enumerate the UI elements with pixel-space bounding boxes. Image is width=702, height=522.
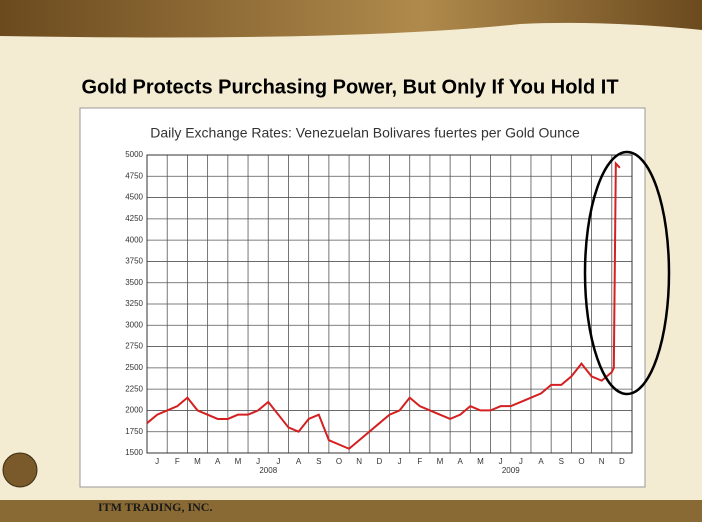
slide-title: Gold Protects Purchasing Power, But Only… — [81, 76, 618, 98]
y-tick-label: 1500 — [125, 448, 143, 457]
year-label: 2009 — [502, 466, 520, 475]
x-tick-label: F — [175, 457, 180, 466]
y-tick-label: 3750 — [125, 257, 143, 266]
x-tick-label: F — [417, 457, 422, 466]
x-tick-label: M — [437, 457, 444, 466]
x-tick-label: M — [194, 457, 201, 466]
y-tick-label: 2750 — [125, 342, 143, 351]
x-tick-label: S — [559, 457, 564, 466]
y-tick-label: 4750 — [125, 171, 143, 180]
y-tick-label: 1750 — [125, 427, 143, 436]
y-tick-label: 4000 — [125, 235, 143, 244]
y-tick-label: 3250 — [125, 299, 143, 308]
chart-title: Daily Exchange Rates: Venezuelan Bolivar… — [150, 125, 580, 141]
bottom-band — [0, 500, 702, 522]
y-tick-label: 2000 — [125, 406, 143, 415]
highlight-ellipse — [583, 150, 671, 396]
y-tick-label: 2500 — [125, 363, 143, 372]
footer: ITM TRADING, INC. — [98, 500, 212, 514]
y-tick-label: 4250 — [125, 214, 143, 223]
x-tick-label: M — [477, 457, 484, 466]
x-tick-label: O — [578, 457, 584, 466]
series-line — [146, 161, 621, 450]
x-tick-label: J — [398, 457, 402, 466]
x-tick-label: D — [619, 457, 625, 466]
x-tick-label: A — [215, 457, 221, 466]
y-tick-label: 5000 — [125, 150, 143, 159]
plot: 1500 1750 2000 2250 2500 2750 3000 3250 3500 3750… — [125, 150, 633, 475]
logo-globe — [2, 452, 38, 488]
x-tick-label: J — [155, 457, 159, 466]
x-tick-label: J — [256, 457, 260, 466]
y-tick-label: 3500 — [125, 278, 143, 287]
x-tick-label: A — [296, 457, 302, 466]
top-band — [0, 0, 702, 38]
y-tick-label: 3000 — [125, 320, 143, 329]
y-tick-label: 4500 — [125, 193, 143, 202]
x-tick-label: J — [276, 457, 280, 466]
x-tick-label: J — [519, 457, 523, 466]
plot-frame — [146, 154, 633, 454]
x-tick-label: A — [538, 457, 544, 466]
x-tick-label: S — [316, 457, 321, 466]
x-tick-label: N — [599, 457, 605, 466]
x-tick-label: O — [336, 457, 342, 466]
x-tick-label: J — [499, 457, 503, 466]
x-tick-label: N — [356, 457, 362, 466]
x-tick-label: A — [458, 457, 464, 466]
y-tick-label: 2250 — [125, 384, 143, 393]
x-tick-label: M — [235, 457, 242, 466]
chart-box — [79, 107, 646, 488]
x-tick-label: D — [377, 457, 383, 466]
year-label: 2008 — [259, 466, 277, 475]
